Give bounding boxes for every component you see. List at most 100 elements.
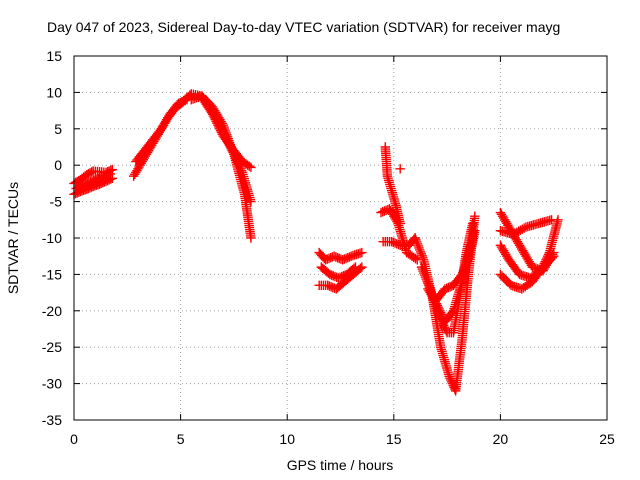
data-point-marker <box>236 164 246 174</box>
data-point-marker <box>105 169 115 179</box>
data-point-marker <box>337 255 348 265</box>
series-arc14 <box>376 204 422 265</box>
data-point-marker <box>341 253 351 264</box>
data-point-marker <box>436 309 447 320</box>
x-tick-label: 10 <box>279 431 295 447</box>
data-point-marker <box>215 125 226 136</box>
series-arc9 <box>314 247 367 265</box>
data-point-marker <box>357 247 367 258</box>
data-point-marker <box>338 271 349 281</box>
data-point-marker <box>443 282 454 293</box>
data-point-marker <box>441 283 452 293</box>
series-arc8 <box>197 92 256 173</box>
data-point-marker <box>209 113 220 123</box>
data-point-marker <box>444 371 454 382</box>
series-arc23 <box>495 215 557 240</box>
x-tick-label: 5 <box>177 431 185 447</box>
data-point-marker <box>331 252 341 262</box>
data-point-marker <box>547 253 557 263</box>
data-point-marker <box>344 252 355 262</box>
data-point-marker <box>246 196 256 207</box>
y-tick-label: 0 <box>54 157 62 173</box>
series-arc22 <box>495 251 559 294</box>
data-point-marker <box>395 164 405 174</box>
data-point-marker <box>329 251 339 261</box>
data-point-marker <box>246 162 256 173</box>
data-point-marker <box>437 311 448 321</box>
series-arc15 <box>395 164 405 174</box>
data-point-marker <box>435 306 445 316</box>
data-point-marker <box>392 216 402 227</box>
data-point-marker <box>332 252 343 263</box>
grid-lines <box>74 56 607 420</box>
data-point-marker <box>436 307 446 318</box>
data-point-marker <box>339 254 350 264</box>
data-point-marker <box>386 236 397 247</box>
data-point-marker <box>350 262 361 272</box>
data-point-marker <box>333 273 344 283</box>
data-point-marker <box>326 270 337 280</box>
data-point-marker <box>214 124 225 134</box>
data-point-marker <box>207 109 218 119</box>
data-point-marker <box>378 207 388 217</box>
chart-title: Day 047 of 2023, Sidereal Day-to-day VTE… <box>47 19 560 35</box>
plot-frame <box>73 55 608 421</box>
y-tick-label: -25 <box>42 339 62 355</box>
data-point-marker <box>440 284 450 294</box>
y-tick-label: 5 <box>54 121 62 137</box>
data-point-marker <box>244 161 254 171</box>
data-point-marker <box>323 280 333 291</box>
x-axis-label: GPS time / hours <box>287 457 394 473</box>
data-point-marker <box>434 304 444 314</box>
y-tick-label: -30 <box>42 376 62 392</box>
data-point-marker <box>246 233 256 243</box>
data-point-marker <box>324 281 335 291</box>
data-point-marker <box>235 162 245 172</box>
data-point-marker <box>234 160 244 170</box>
y-tick-label: 10 <box>46 84 62 100</box>
y-tick-label: -15 <box>42 266 62 282</box>
series-arc11 <box>316 262 361 283</box>
data-point-marker <box>211 116 221 127</box>
data-point-marker <box>326 282 336 292</box>
x-tick-label: 15 <box>386 431 402 447</box>
data-point-marker <box>470 211 480 221</box>
data-point-marker <box>410 253 421 264</box>
y-tick-label: 15 <box>46 48 62 64</box>
data-point-marker <box>470 226 480 236</box>
data-point-marker <box>214 122 224 132</box>
data-point-marker <box>216 127 227 138</box>
data-point-marker <box>206 107 217 118</box>
data-point-marker <box>546 215 557 225</box>
y-tick-label: -20 <box>42 303 62 319</box>
series-arc19 <box>431 226 480 305</box>
data-point-marker <box>447 307 457 318</box>
data-point-marker <box>388 237 399 248</box>
data-point-marker <box>210 115 220 125</box>
y-axis-label: SDTVAR / TECUs <box>5 182 21 294</box>
y-tick-label: -5 <box>50 194 63 210</box>
x-tick-label: 0 <box>70 431 78 447</box>
y-tick-label: -10 <box>42 230 62 246</box>
data-point-marker <box>376 207 386 218</box>
data-point-marker <box>392 239 402 249</box>
data-point-marker <box>212 118 222 129</box>
data-points <box>69 89 563 396</box>
data-point-marker <box>322 254 332 264</box>
data-point-marker <box>519 223 529 233</box>
data-point-marker <box>325 269 335 280</box>
data-point-marker <box>433 302 443 312</box>
data-point-marker <box>343 252 353 263</box>
x-tick-label: 20 <box>493 431 509 447</box>
series-arc4 <box>128 97 188 181</box>
data-point-marker <box>335 272 345 283</box>
data-point-marker <box>328 271 338 281</box>
series-arc21 <box>495 215 563 283</box>
data-point-marker <box>337 271 347 282</box>
data-point-marker <box>213 120 223 130</box>
data-point-marker <box>320 255 331 265</box>
data-point-marker <box>549 251 559 261</box>
data-point-marker <box>236 165 247 176</box>
